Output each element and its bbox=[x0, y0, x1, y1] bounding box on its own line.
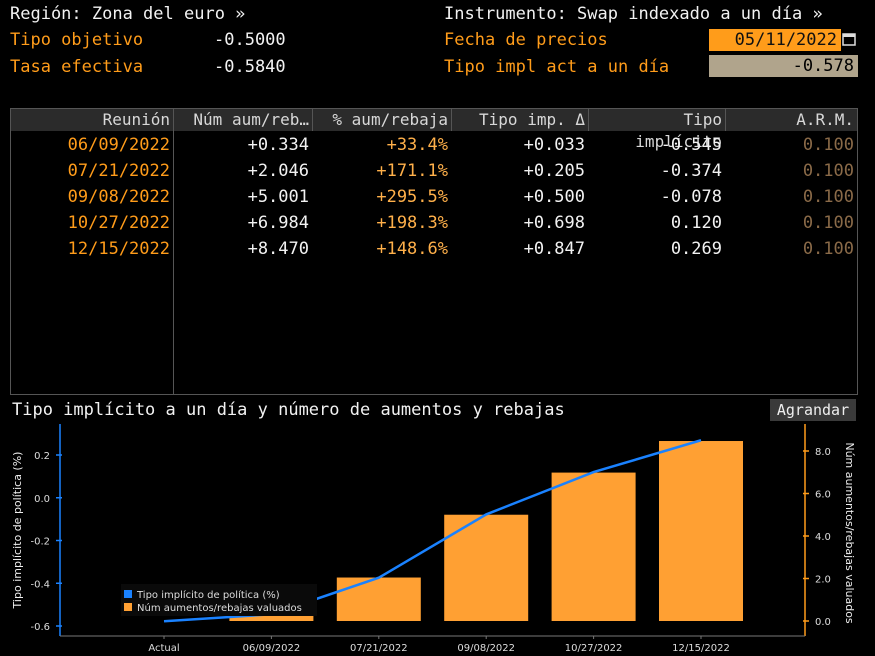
target-rate-value: -0.5000 bbox=[214, 30, 286, 50]
bar bbox=[444, 514, 529, 621]
rate-delta-cell: +0.033 bbox=[523, 135, 585, 155]
price-date-label: Fecha de precios bbox=[444, 30, 608, 50]
col-header-arm[interactable]: A.R.M. bbox=[726, 109, 857, 131]
rate-delta-cell: +0.698 bbox=[523, 213, 585, 233]
bar bbox=[551, 472, 636, 621]
hikes-cell: +2.046 bbox=[247, 161, 309, 181]
expand-button[interactable]: Agrandar bbox=[770, 399, 856, 421]
meeting-date: 10/27/2022 bbox=[67, 213, 170, 233]
chart-title: Tipo implícito a un día y número de aume… bbox=[12, 400, 565, 420]
x-tick-label: 06/09/2022 bbox=[243, 643, 301, 654]
region-selector[interactable]: Región: Zona del euro » bbox=[10, 4, 246, 24]
implied-rate-cell: -0.078 bbox=[660, 187, 722, 207]
arm-cell: 0.100 bbox=[802, 239, 854, 259]
legend-swatch-bar bbox=[124, 603, 132, 611]
right-tick-label: 4.0 bbox=[815, 532, 831, 543]
implied-rate-cell: 0.269 bbox=[670, 239, 722, 259]
right-tick-label: 0.0 bbox=[815, 617, 831, 628]
target-rate-label: Tipo objetivo bbox=[10, 30, 144, 50]
implied-rate-cell: -0.374 bbox=[660, 161, 722, 181]
x-tick-label: 10/27/2022 bbox=[565, 643, 623, 654]
meeting-date: 12/15/2022 bbox=[67, 239, 170, 259]
implied-rate-field[interactable]: -0.578 bbox=[709, 55, 858, 77]
hikes-cell: +6.984 bbox=[247, 213, 309, 233]
rate-delta-cell: +0.500 bbox=[523, 187, 585, 207]
x-tick-label: Actual bbox=[148, 643, 179, 654]
meeting-date: 07/21/2022 bbox=[67, 161, 170, 181]
legend-label-line: Tipo implícito de política (%) bbox=[136, 589, 280, 601]
hikes-cell: +0.334 bbox=[247, 135, 309, 155]
effective-rate-value: -0.5840 bbox=[214, 57, 286, 77]
implied-rate-cell: -0.545 bbox=[660, 135, 722, 155]
left-tick-label: -0.6 bbox=[30, 622, 50, 633]
bar bbox=[659, 441, 743, 621]
rate-delta-cell: +0.205 bbox=[523, 161, 585, 181]
left-tick-label: -0.4 bbox=[30, 579, 50, 590]
x-tick-label: 12/15/2022 bbox=[672, 643, 730, 654]
col-header-implied-rate[interactable]: Tipo implícito bbox=[589, 109, 725, 151]
arm-cell: 0.100 bbox=[802, 213, 854, 233]
arm-cell: 0.100 bbox=[802, 161, 854, 181]
calendar-icon[interactable] bbox=[842, 32, 856, 46]
pct-hikes-cell: +33.4% bbox=[386, 135, 448, 155]
y2-axis-label: Núm aumentos/rebajas valuados bbox=[843, 442, 856, 624]
pct-hikes-cell: +198.3% bbox=[376, 213, 448, 233]
col-header-pct-hikes[interactable]: % aum/rebaja bbox=[313, 109, 451, 131]
bar bbox=[336, 577, 421, 621]
implied-rate-label: Tipo impl act a un día bbox=[444, 57, 670, 77]
left-tick-label: 0.2 bbox=[34, 451, 50, 462]
arm-cell: 0.100 bbox=[802, 187, 854, 207]
arm-cell: 0.100 bbox=[802, 135, 854, 155]
pct-hikes-cell: +171.1% bbox=[376, 161, 448, 181]
legend-swatch-line bbox=[124, 590, 132, 598]
bar bbox=[229, 613, 314, 621]
col-header-rate-delta[interactable]: Tipo imp. Δ bbox=[452, 109, 588, 131]
meeting-date: 09/08/2022 bbox=[67, 187, 170, 207]
col-header-meeting[interactable]: Reunión bbox=[11, 109, 173, 131]
right-tick-label: 2.0 bbox=[815, 575, 831, 586]
col-header-hikes[interactable]: Núm aum/reb… bbox=[174, 109, 312, 131]
instrument-selector[interactable]: Instrumento: Swap indexado a un día » bbox=[444, 4, 823, 24]
legend-label-bar: Núm aumentos/rebajas valuados bbox=[137, 602, 302, 614]
meetings-table: Reunión Núm aum/reb… % aum/rebaja Tipo i… bbox=[10, 108, 858, 395]
implied-rate-cell: 0.120 bbox=[670, 213, 722, 233]
left-tick-label: -0.2 bbox=[30, 537, 50, 548]
price-date-field[interactable]: 05/11/2022 bbox=[709, 29, 841, 51]
hikes-cell: +5.001 bbox=[247, 187, 309, 207]
hikes-cell: +8.470 bbox=[247, 239, 309, 259]
x-tick-label: 09/08/2022 bbox=[457, 643, 515, 654]
pct-hikes-cell: +295.5% bbox=[376, 187, 448, 207]
right-tick-label: 8.0 bbox=[815, 447, 831, 458]
legend-box bbox=[121, 584, 317, 616]
left-tick-label: 0.0 bbox=[34, 494, 50, 505]
y-axis-label: Tipo implícito de política (%) bbox=[11, 452, 24, 610]
effective-rate-label: Tasa efectiva bbox=[10, 57, 144, 77]
pct-hikes-cell: +148.6% bbox=[376, 239, 448, 259]
rate-delta-cell: +0.847 bbox=[523, 239, 585, 259]
x-tick-label: 07/21/2022 bbox=[350, 643, 408, 654]
meeting-date: 06/09/2022 bbox=[67, 135, 170, 155]
right-tick-label: 6.0 bbox=[815, 490, 831, 501]
